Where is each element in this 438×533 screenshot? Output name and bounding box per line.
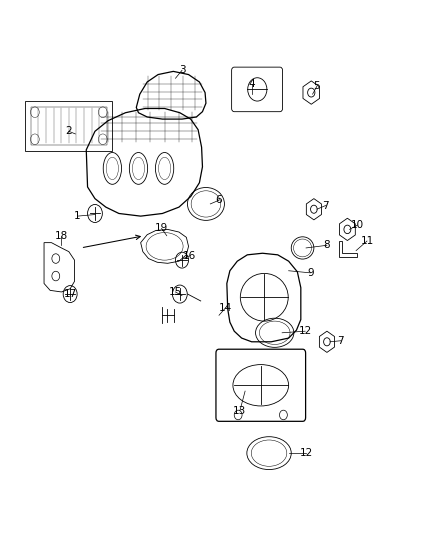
Text: 8: 8 xyxy=(324,240,330,251)
Text: 2: 2 xyxy=(66,126,72,136)
Text: 9: 9 xyxy=(307,268,314,278)
Bar xyxy=(31,107,107,144)
Text: 5: 5 xyxy=(314,81,320,91)
Text: 12: 12 xyxy=(300,448,313,458)
Text: 4: 4 xyxy=(248,78,255,88)
Text: 15: 15 xyxy=(169,287,182,297)
Text: 1: 1 xyxy=(74,211,81,221)
Text: 13: 13 xyxy=(233,406,247,416)
Text: 17: 17 xyxy=(64,289,77,299)
Text: 10: 10 xyxy=(351,220,364,230)
Text: 14: 14 xyxy=(219,303,232,313)
Text: 7: 7 xyxy=(338,336,344,346)
Text: 19: 19 xyxy=(155,223,168,233)
Text: 11: 11 xyxy=(360,236,374,246)
Text: 3: 3 xyxy=(179,66,185,75)
Text: 16: 16 xyxy=(183,251,196,261)
Text: 7: 7 xyxy=(322,200,329,211)
Text: 12: 12 xyxy=(299,326,312,336)
Text: 18: 18 xyxy=(55,231,68,241)
Text: 6: 6 xyxy=(215,195,223,205)
Bar xyxy=(25,101,113,151)
